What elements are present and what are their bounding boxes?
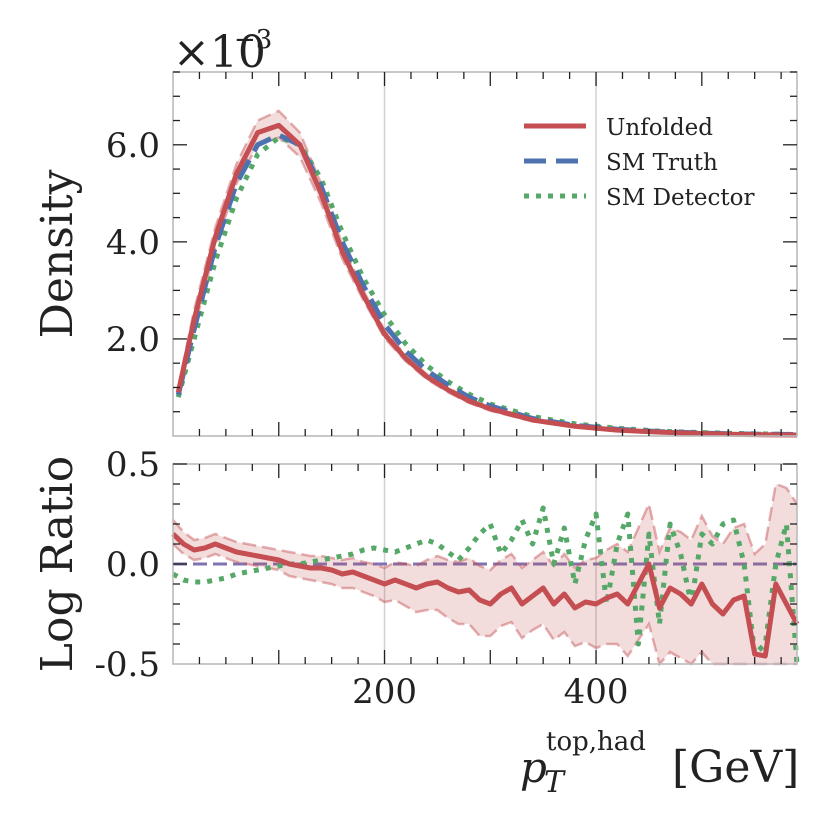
series-line-sm-detector — [171, 505, 800, 665]
y-tick-label: 2.0 — [106, 320, 160, 360]
band-edge-band-upper — [172, 482, 799, 572]
legend-label-sm-truth: SM Truth — [606, 150, 718, 176]
x-axis-title: p T top,had [GeV] — [520, 727, 799, 800]
main-plot-frame — [172, 71, 798, 437]
legend-label-unfolded: Unfolded — [606, 115, 713, 141]
band-edge-band-lower — [172, 543, 797, 667]
y-axis-title-log-ratio: Log Ratio — [32, 456, 83, 672]
y-tick-label: -0.5 — [94, 645, 160, 685]
x-axis-title-subscript: T — [544, 765, 566, 800]
y-tick-label: 0.5 — [106, 445, 160, 485]
y-tick-label: 6.0 — [106, 126, 160, 166]
y-tick-label: 4.0 — [106, 223, 160, 263]
y-scale-base: ×10 — [173, 27, 266, 78]
ratio-ticks: -0.5 0.0 0.5 200 400 — [94, 445, 797, 712]
ratio-series — [171, 482, 800, 667]
x-axis-title-unit: [GeV] — [672, 742, 799, 793]
y-tick-label: 0.0 — [106, 545, 160, 585]
main-ticks: 2.0 4.0 6.0 — [106, 71, 797, 436]
density-panel: 2.0 4.0 6.0 ×10 −3 Density Unfolded SM Trut… — [32, 25, 798, 438]
main-gridlines — [383, 72, 597, 436]
x-tick-label: 400 — [564, 672, 629, 712]
series-line-unfolded — [175, 122, 798, 438]
x-axis-title-superscript: top,had — [546, 727, 646, 757]
main-series — [175, 109, 798, 438]
series-line-sm-detector — [175, 135, 798, 438]
legend-label-sm-detector: SM Detector — [606, 185, 755, 211]
series-line-sm-truth — [175, 132, 798, 438]
x-tick-label: 200 — [352, 672, 417, 712]
x-axis-title-symbol: p — [520, 743, 547, 792]
legend: Unfolded SM Truth SM Detector — [524, 115, 755, 211]
y-axis-title-density: Density — [32, 169, 83, 338]
band-edge-band-lower — [177, 136, 798, 437]
y-scale-exponent: −3 — [234, 25, 272, 55]
series-line-unfolded — [171, 532, 800, 659]
log-ratio-panel: -0.5 0.0 0.5 200 400 Log Ratio — [32, 445, 800, 712]
